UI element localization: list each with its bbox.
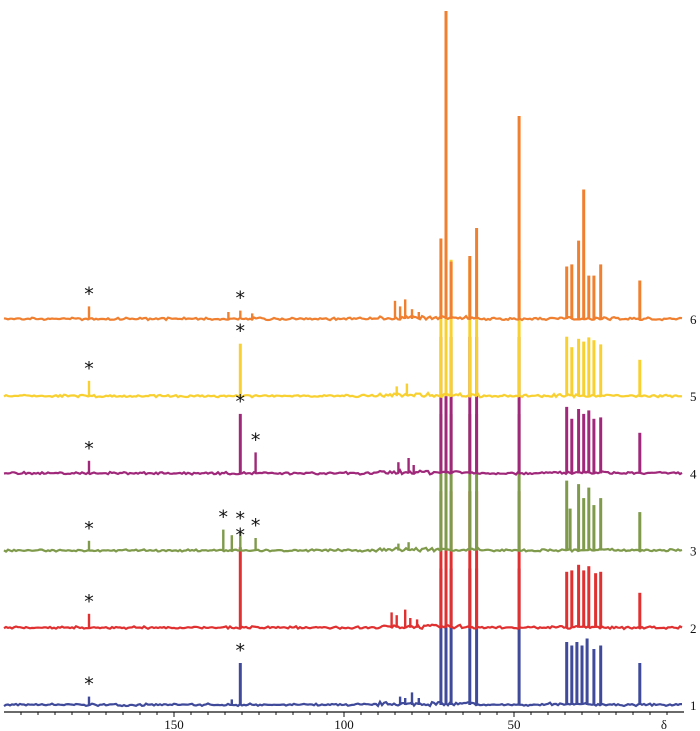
impurity-star-marker: * <box>84 674 94 696</box>
x-axis-tick-label: 50 <box>508 717 521 731</box>
impurity-star-marker: * <box>84 518 94 540</box>
impurity-star-marker: * <box>236 640 246 662</box>
trace-label-2: 2 <box>690 621 697 636</box>
x-axis-delta-symbol: δ <box>661 717 667 731</box>
x-axis: 150 100 50 δ <box>4 711 684 731</box>
impurity-star-marker: * <box>251 429 261 451</box>
trace-label-5: 5 <box>690 389 697 404</box>
trace-label-1: 1 <box>690 698 697 713</box>
trace-labels: 1 2 3 4 5 6 <box>690 312 697 713</box>
impurity-star-marker: * <box>236 288 246 310</box>
impurity-star-marker: * <box>84 438 94 460</box>
spectra-traces <box>3 11 683 708</box>
impurity-star-marker: * <box>84 591 94 613</box>
impurity-star-marker: * <box>236 524 246 546</box>
trace-label-4: 4 <box>690 466 697 481</box>
trace-4-baseline <box>3 468 683 476</box>
impurity-star-marker: * <box>236 508 246 530</box>
x-axis-tick-label: 100 <box>334 717 354 731</box>
impurity-markers: ****** * ******* * <box>84 283 260 695</box>
x-axis-ticks: 150 100 50 <box>20 712 668 731</box>
trace-label-6: 6 <box>690 312 697 327</box>
impurity-star-marker: * <box>219 507 229 529</box>
trace-5-baseline <box>3 391 683 399</box>
impurity-star-marker: * <box>84 283 94 305</box>
trace-label-3: 3 <box>690 544 697 559</box>
trace-3-baseline <box>3 546 683 553</box>
impurity-star-marker: * <box>236 321 246 343</box>
impurity-star-marker: * <box>84 358 94 380</box>
trace-1-baseline <box>3 699 682 708</box>
trace-2-baseline <box>3 623 683 631</box>
x-axis-tick-label: 150 <box>164 717 184 731</box>
impurity-star-marker: * <box>236 391 246 413</box>
impurity-star-marker: * <box>251 515 261 537</box>
trace-6-baseline <box>3 314 683 322</box>
